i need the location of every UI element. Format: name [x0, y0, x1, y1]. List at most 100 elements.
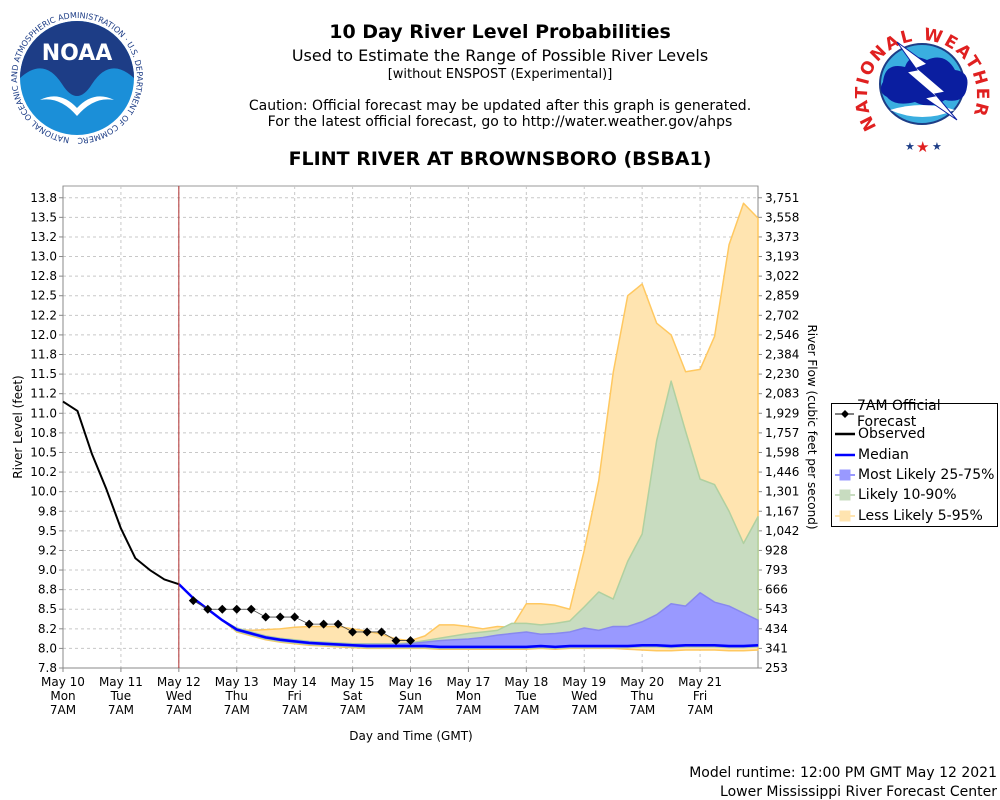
- x-tick-time: 7AM: [108, 703, 134, 717]
- x-tick-day: Fri: [288, 689, 302, 703]
- chart-subtitle-2: [without ENSPOST (Experimental)]: [387, 67, 613, 82]
- x-tick-time: 7AM: [166, 703, 192, 717]
- x-tick-time: 7AM: [339, 703, 365, 717]
- legend-swatch-icon: [835, 510, 855, 522]
- official-forecast-point: [377, 627, 387, 637]
- y-right-tick-label: 2,546: [765, 328, 799, 342]
- legend-item: Likely 10-90%: [832, 485, 997, 505]
- x-tick-time: 7AM: [455, 703, 481, 717]
- legend-label: Most Likely 25-75%: [858, 467, 995, 484]
- x-tick-date: May 16: [389, 675, 433, 689]
- x-tick-time: 7AM: [50, 703, 76, 717]
- model-runtime: Model runtime: 12:00 PM GMT May 12 2021: [689, 765, 997, 781]
- official-forecast-point: [290, 612, 300, 622]
- x-tick-day: Fri: [693, 689, 707, 703]
- y-tick-label: 10.5: [30, 445, 57, 459]
- official-forecast-point: [333, 619, 343, 629]
- y-right-tick-label: 2,859: [765, 289, 799, 303]
- y-tick-label: 8.2: [38, 622, 57, 636]
- x-tick-day: Thu: [224, 689, 248, 703]
- y-tick-label: 10.2: [30, 465, 57, 479]
- official-forecast-point: [232, 604, 242, 614]
- x-tick-time: 7AM: [224, 703, 250, 717]
- y-tick-label: 13.8: [30, 191, 57, 205]
- legend-item: 7AM Official Forecast: [832, 398, 997, 430]
- svg-text:★: ★: [916, 138, 929, 156]
- x-tick-day: Mon: [456, 689, 481, 703]
- y-right-tick-label: 666: [765, 583, 788, 597]
- official-forecast-line: [193, 600, 411, 641]
- x-tick-date: May 20: [620, 675, 664, 689]
- y-right-tick-label: 1,757: [765, 426, 799, 440]
- x-tick-date: May 10: [41, 675, 85, 689]
- y-tick-label: 11.8: [30, 348, 57, 362]
- y-right-tick-label: 793: [765, 563, 788, 577]
- x-tick-date: May 19: [562, 675, 606, 689]
- official-forecast-point: [217, 604, 227, 614]
- noaa-logo: NOAA NATIONAL OCEANIC AND ATMOSPHERIC AD…: [10, 8, 145, 146]
- official-forecast-point: [275, 612, 285, 622]
- y-tick-label: 9.0: [38, 563, 57, 577]
- y-right-tick-label: 1,446: [765, 465, 799, 479]
- x-tick-day: Wed: [166, 689, 192, 703]
- y-tick-label: 13.5: [30, 210, 57, 224]
- x-tick-time: 7AM: [629, 703, 655, 717]
- y-right-tick-label: 2,702: [765, 308, 799, 322]
- y-tick-label: 8.0: [38, 641, 57, 655]
- x-tick-day: Wed: [571, 689, 597, 703]
- y-right-tick-label: 2,083: [765, 387, 799, 401]
- y-right-tick-label: 1,042: [765, 524, 799, 538]
- official-forecast-point: [348, 627, 358, 637]
- y-tick-label: 12.0: [30, 328, 57, 342]
- y-right-tick-label: 253: [765, 661, 788, 675]
- y-tick-label: 7.8: [38, 661, 57, 675]
- y-tick-label: 13.2: [30, 230, 57, 244]
- median-line: [177, 583, 759, 649]
- legend-label: Observed: [858, 426, 926, 443]
- caution-text: Caution: Official forecast may be update…: [248, 98, 752, 114]
- chart-title: 10 Day River Level Probabilities: [329, 21, 671, 43]
- y-tick-label: 10.0: [30, 485, 57, 499]
- y-right-tick-label: 434: [765, 622, 788, 636]
- nws-logo: NATIONAL WEATHER SERVICE ★ ★ ★: [855, 12, 990, 156]
- y-right-tick-label: 3,751: [765, 191, 799, 205]
- legend-label: Median: [858, 446, 909, 463]
- x-tick-date: May 15: [331, 675, 375, 689]
- y-right-tick-label: 2,384: [765, 348, 799, 362]
- y-right-tick-label: 2,230: [765, 367, 799, 381]
- forecast-center: Lower Mississippi River Forecast Center: [720, 784, 997, 800]
- station-title: FLINT RIVER AT BROWNSBORO (BSBA1): [288, 148, 712, 170]
- y-right-tick-label: 341: [765, 641, 788, 655]
- svg-text:NOAA: NOAA: [42, 41, 113, 66]
- svg-text:★: ★: [905, 140, 915, 153]
- x-tick-date: May 21: [678, 675, 722, 689]
- chart-subtitle: Used to Estimate the Range of Possible R…: [291, 46, 709, 65]
- y-right-tick-label: 928: [765, 543, 788, 557]
- y-tick-label: 12.5: [30, 289, 57, 303]
- legend-label: Likely 10-90%: [858, 487, 957, 504]
- legend-swatch-icon: [835, 469, 855, 481]
- caution-link-text: For the latest official forecast, go to …: [267, 114, 733, 130]
- y-tick-label: 11.5: [30, 367, 57, 381]
- x-tick-day: Thu: [630, 689, 654, 703]
- x-tick-date: May 13: [215, 675, 259, 689]
- svg-text:★: ★: [932, 140, 942, 153]
- official-forecast-point: [362, 627, 372, 637]
- legend-item: Median: [832, 445, 997, 465]
- y-right-tick-label: 1,301: [765, 485, 799, 499]
- x-tick-date: May 12: [157, 675, 201, 689]
- y-axis-label: River Level (feet): [11, 375, 25, 478]
- x-tick-day: Tue: [515, 689, 537, 703]
- legend-label: Less Likely 5-95%: [858, 507, 983, 524]
- y-right-tick-label: 3,558: [765, 210, 799, 224]
- official-forecast-point: [406, 636, 415, 646]
- legend-label: 7AM Official Forecast: [857, 398, 941, 431]
- official-forecast-point: [188, 596, 198, 606]
- legend-item: Less Likely 5-95%: [832, 505, 997, 525]
- x-tick-time: 7AM: [282, 703, 308, 717]
- x-tick-day: Sat: [343, 689, 363, 703]
- official-forecast-point: [391, 636, 401, 646]
- y-tick-label: 10.8: [30, 426, 57, 440]
